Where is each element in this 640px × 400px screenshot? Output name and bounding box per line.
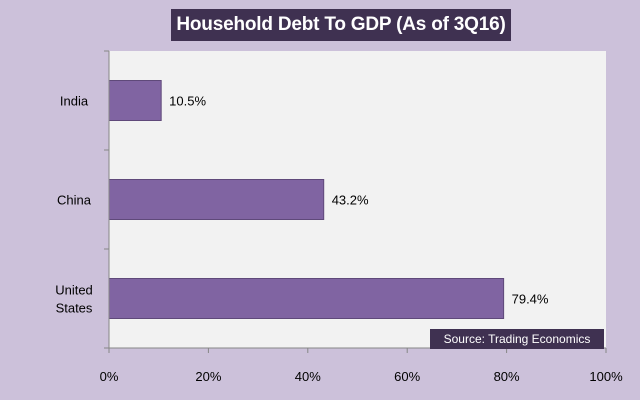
bars-layer (108, 80, 505, 319)
category-label-india: India (60, 94, 89, 109)
x-tick-label: 40% (295, 369, 321, 384)
x-tick-label: 20% (195, 369, 221, 384)
bar-india (108, 80, 162, 121)
bar-united-states (108, 278, 505, 319)
bar-china (108, 179, 325, 220)
x-tick-label: 60% (394, 369, 420, 384)
labels-layer: 10.5% 43.2% 79.4% 0% 20% 40% 60% 80% 100% India Ch… (55, 94, 623, 385)
chart-title: Household Debt To GDP (As of 3Q16) (171, 9, 511, 41)
data-label-india: 10.5% (169, 94, 206, 109)
data-label-united-states: 79.4% (512, 292, 549, 307)
category-label-united-states: United States (55, 283, 93, 316)
x-tick-label: 0% (100, 369, 119, 384)
x-tick-label: 80% (494, 369, 520, 384)
data-label-china: 43.2% (332, 193, 369, 208)
x-tick-label: 100% (589, 369, 623, 384)
category-label-china: China (57, 193, 92, 208)
source-label: Source: Trading Economics (430, 329, 604, 349)
